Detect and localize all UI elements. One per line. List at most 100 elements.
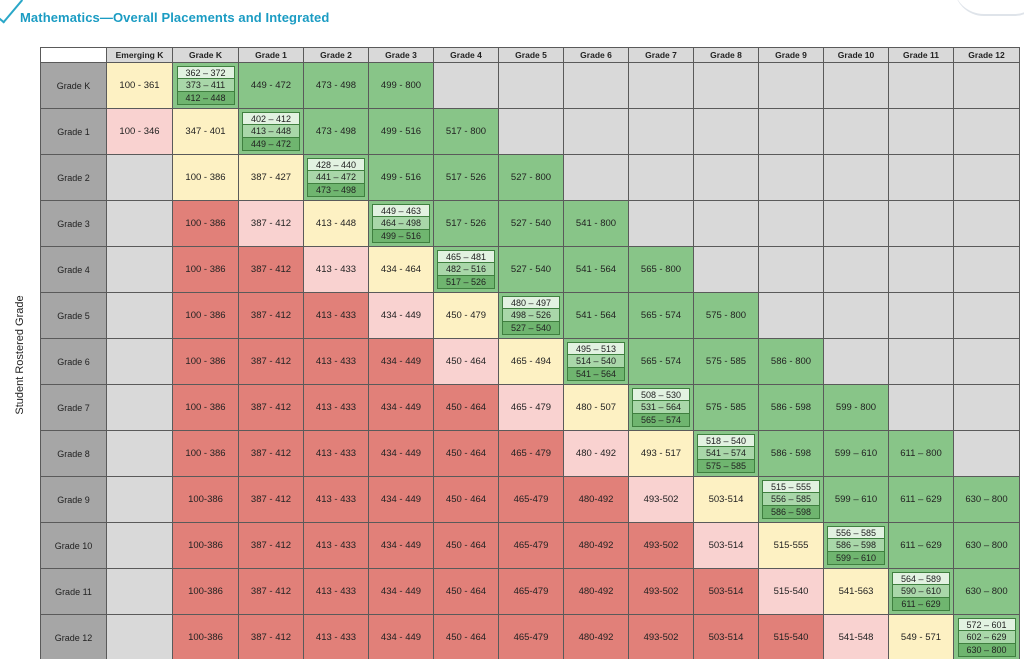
column-header: Grade 6 (564, 48, 629, 63)
table-cell-split: 495 – 513 514 – 540 541 – 564 (564, 339, 629, 385)
decorative-swoosh (954, 0, 1024, 16)
table-cell: 100 - 386 (173, 201, 239, 247)
table-cell: 586 - 598 (759, 385, 824, 431)
empty-cell (954, 201, 1020, 247)
empty-cell (759, 63, 824, 109)
table-cell: 527 - 800 (499, 155, 564, 201)
table-cell: 517 - 526 (434, 201, 499, 247)
table-cell: 517 - 526 (434, 155, 499, 201)
table-cell: 465 - 494 (499, 339, 564, 385)
table-cell: 434 - 449 (369, 339, 434, 385)
empty-cell (824, 155, 889, 201)
table-cell: 450 - 464 (434, 569, 499, 615)
empty-cell (694, 247, 759, 293)
score-range: 473 – 498 (307, 184, 365, 197)
table-cell: 434 - 449 (369, 385, 434, 431)
table-cell: 100 - 361 (107, 63, 173, 109)
empty-cell (107, 201, 173, 247)
table-cell: 503-514 (694, 477, 759, 523)
empty-cell (889, 63, 954, 109)
row-header: Grade 3 (41, 201, 107, 247)
table-cell: 100 - 386 (173, 385, 239, 431)
score-range: 499 – 516 (372, 230, 430, 243)
table-cell: 413 - 433 (304, 293, 369, 339)
table-cell: 586 - 800 (759, 339, 824, 385)
table-cell: 575 - 585 (694, 339, 759, 385)
table-cell-split: 556 – 585 586 – 598 599 – 610 (824, 523, 889, 569)
table-cell: 599 – 610 (824, 477, 889, 523)
score-range: 590 – 610 (892, 585, 950, 598)
table-cell: 465-479 (499, 615, 564, 659)
score-range: 428 – 440 (307, 158, 365, 171)
score-range: 517 – 526 (437, 276, 495, 289)
column-header: Grade 4 (434, 48, 499, 63)
table-cell: 413 - 433 (304, 385, 369, 431)
row-header: Grade 5 (41, 293, 107, 339)
table-cell: 541 - 800 (564, 201, 629, 247)
table-cell: 387 - 427 (239, 155, 304, 201)
table-cell: 434 - 449 (369, 615, 434, 659)
table-cell: 387 - 412 (239, 431, 304, 477)
table-cell: 499 - 516 (369, 109, 434, 155)
table-cell: 503-514 (694, 523, 759, 569)
score-range: 586 – 598 (827, 539, 885, 552)
empty-cell (107, 155, 173, 201)
empty-cell (889, 293, 954, 339)
table-cell: 493 - 517 (629, 431, 694, 477)
empty-cell (107, 615, 173, 659)
table-cell: 413 - 433 (304, 339, 369, 385)
table-cell: 387 - 412 (239, 201, 304, 247)
empty-cell (824, 63, 889, 109)
column-header: Grade K (173, 48, 239, 63)
score-range: 602 – 629 (957, 631, 1016, 644)
score-range: 508 – 530 (632, 388, 690, 401)
empty-cell (694, 109, 759, 155)
table-cell: 599 – 610 (824, 431, 889, 477)
column-header: Grade 10 (824, 48, 889, 63)
table-cell: 100 - 386 (173, 293, 239, 339)
table-cell: 541 - 564 (564, 293, 629, 339)
table-cell: 413 - 433 (304, 523, 369, 569)
table-cell: 499 - 516 (369, 155, 434, 201)
table-cell: 413 - 433 (304, 431, 369, 477)
empty-cell (824, 293, 889, 339)
table-cell: 480 - 507 (564, 385, 629, 431)
row-header: Grade 2 (41, 155, 107, 201)
empty-cell (954, 385, 1020, 431)
table-cell: 515-540 (759, 569, 824, 615)
empty-cell (564, 109, 629, 155)
score-range: 564 – 589 (892, 572, 950, 585)
table-cell: 434 - 449 (369, 477, 434, 523)
score-range: 515 – 555 (762, 480, 820, 493)
table-cell: 517 - 800 (434, 109, 499, 155)
table-cell: 611 – 629 (889, 523, 954, 569)
table-cell: 480 - 492 (564, 431, 629, 477)
table-cell: 387 - 412 (239, 477, 304, 523)
table-cell: 413 - 433 (304, 247, 369, 293)
table-cell: 493-502 (629, 569, 694, 615)
score-range: 611 – 629 (892, 598, 950, 611)
table-cell: 499 - 800 (369, 63, 434, 109)
placement-table: Emerging K Grade K Grade 1 Grade 2 Grade 3 Gr… (40, 47, 1020, 659)
table-cell: 434 - 449 (369, 569, 434, 615)
table-cell: 503-514 (694, 615, 759, 659)
score-range: 518 – 540 (697, 434, 755, 447)
empty-cell (107, 385, 173, 431)
score-range: 464 – 498 (372, 217, 430, 230)
score-range: 449 – 472 (242, 138, 300, 151)
table-cell-split: 572 – 601 602 – 629 630 – 800 (954, 615, 1020, 659)
table-cell: 413 - 448 (304, 201, 369, 247)
score-range: 575 – 585 (697, 460, 755, 473)
empty-cell (629, 63, 694, 109)
table-cell: 387 - 412 (239, 247, 304, 293)
score-range: 556 – 585 (827, 526, 885, 539)
empty-cell (107, 293, 173, 339)
column-header: Grade 2 (304, 48, 369, 63)
table-cell: 100 - 386 (173, 339, 239, 385)
table-cell: 611 – 629 (889, 477, 954, 523)
table-cell: 575 - 800 (694, 293, 759, 339)
table-cell: 465-479 (499, 523, 564, 569)
empty-cell (694, 63, 759, 109)
table-cell: 100-386 (173, 615, 239, 659)
score-range: 527 – 540 (502, 322, 560, 335)
